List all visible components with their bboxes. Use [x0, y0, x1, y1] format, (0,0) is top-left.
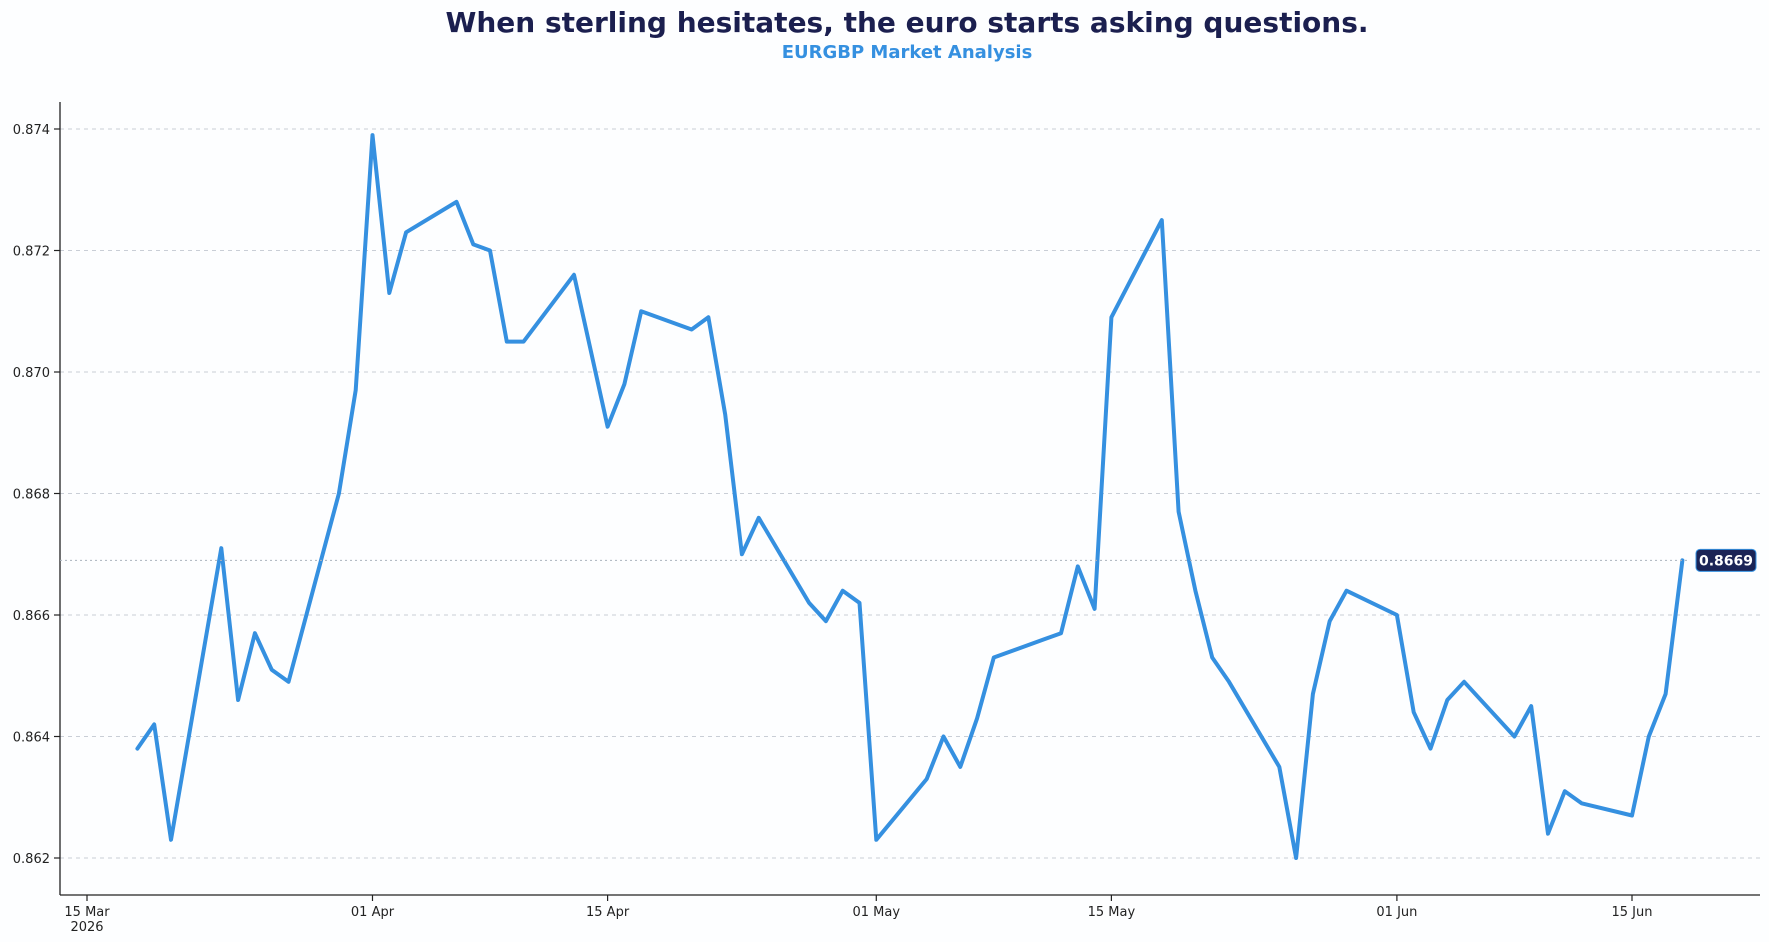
x-tick-label: 15 Apr: [586, 905, 630, 920]
y-tick-label: 0.866: [13, 609, 50, 624]
x-tick-label: 01 Jun: [1376, 905, 1417, 920]
series-layer: [135, 133, 1685, 860]
y-tick-label: 0.870: [13, 366, 50, 381]
chart-subtitle: EURGBP Market Analysis: [782, 42, 1033, 63]
x-tick-label: 15 Jun: [1612, 905, 1653, 920]
gridlines: [60, 128, 1760, 859]
chart-title: When sterling hesitates, the euro starts…: [445, 6, 1368, 39]
y-tick-label: 0.862: [13, 852, 50, 867]
y-tick-label: 0.864: [13, 731, 50, 746]
x-tick-sublabel: 2026: [70, 920, 103, 935]
x-tick-label: 15 May: [1088, 905, 1136, 920]
x-tick-label: 01 May: [853, 905, 901, 920]
series-line: [135, 133, 1685, 860]
last-value-label: 0.8669: [1699, 553, 1753, 569]
y-ticks: 0.862 0.864 0.866 0.868 0.870 0.872 0.874: [13, 123, 60, 867]
y-tick-label: 0.874: [13, 123, 50, 138]
y-tick-label: 0.872: [13, 245, 50, 260]
axes: [59, 102, 1760, 896]
last-value-badge-bg: [1695, 548, 1757, 572]
y-tick-label: 0.868: [13, 488, 50, 503]
x-tick-label: 15 Mar: [64, 905, 110, 920]
last-value-badge: 0.8669: [60, 548, 1757, 572]
x-tick-label: 01 Apr: [351, 905, 395, 920]
